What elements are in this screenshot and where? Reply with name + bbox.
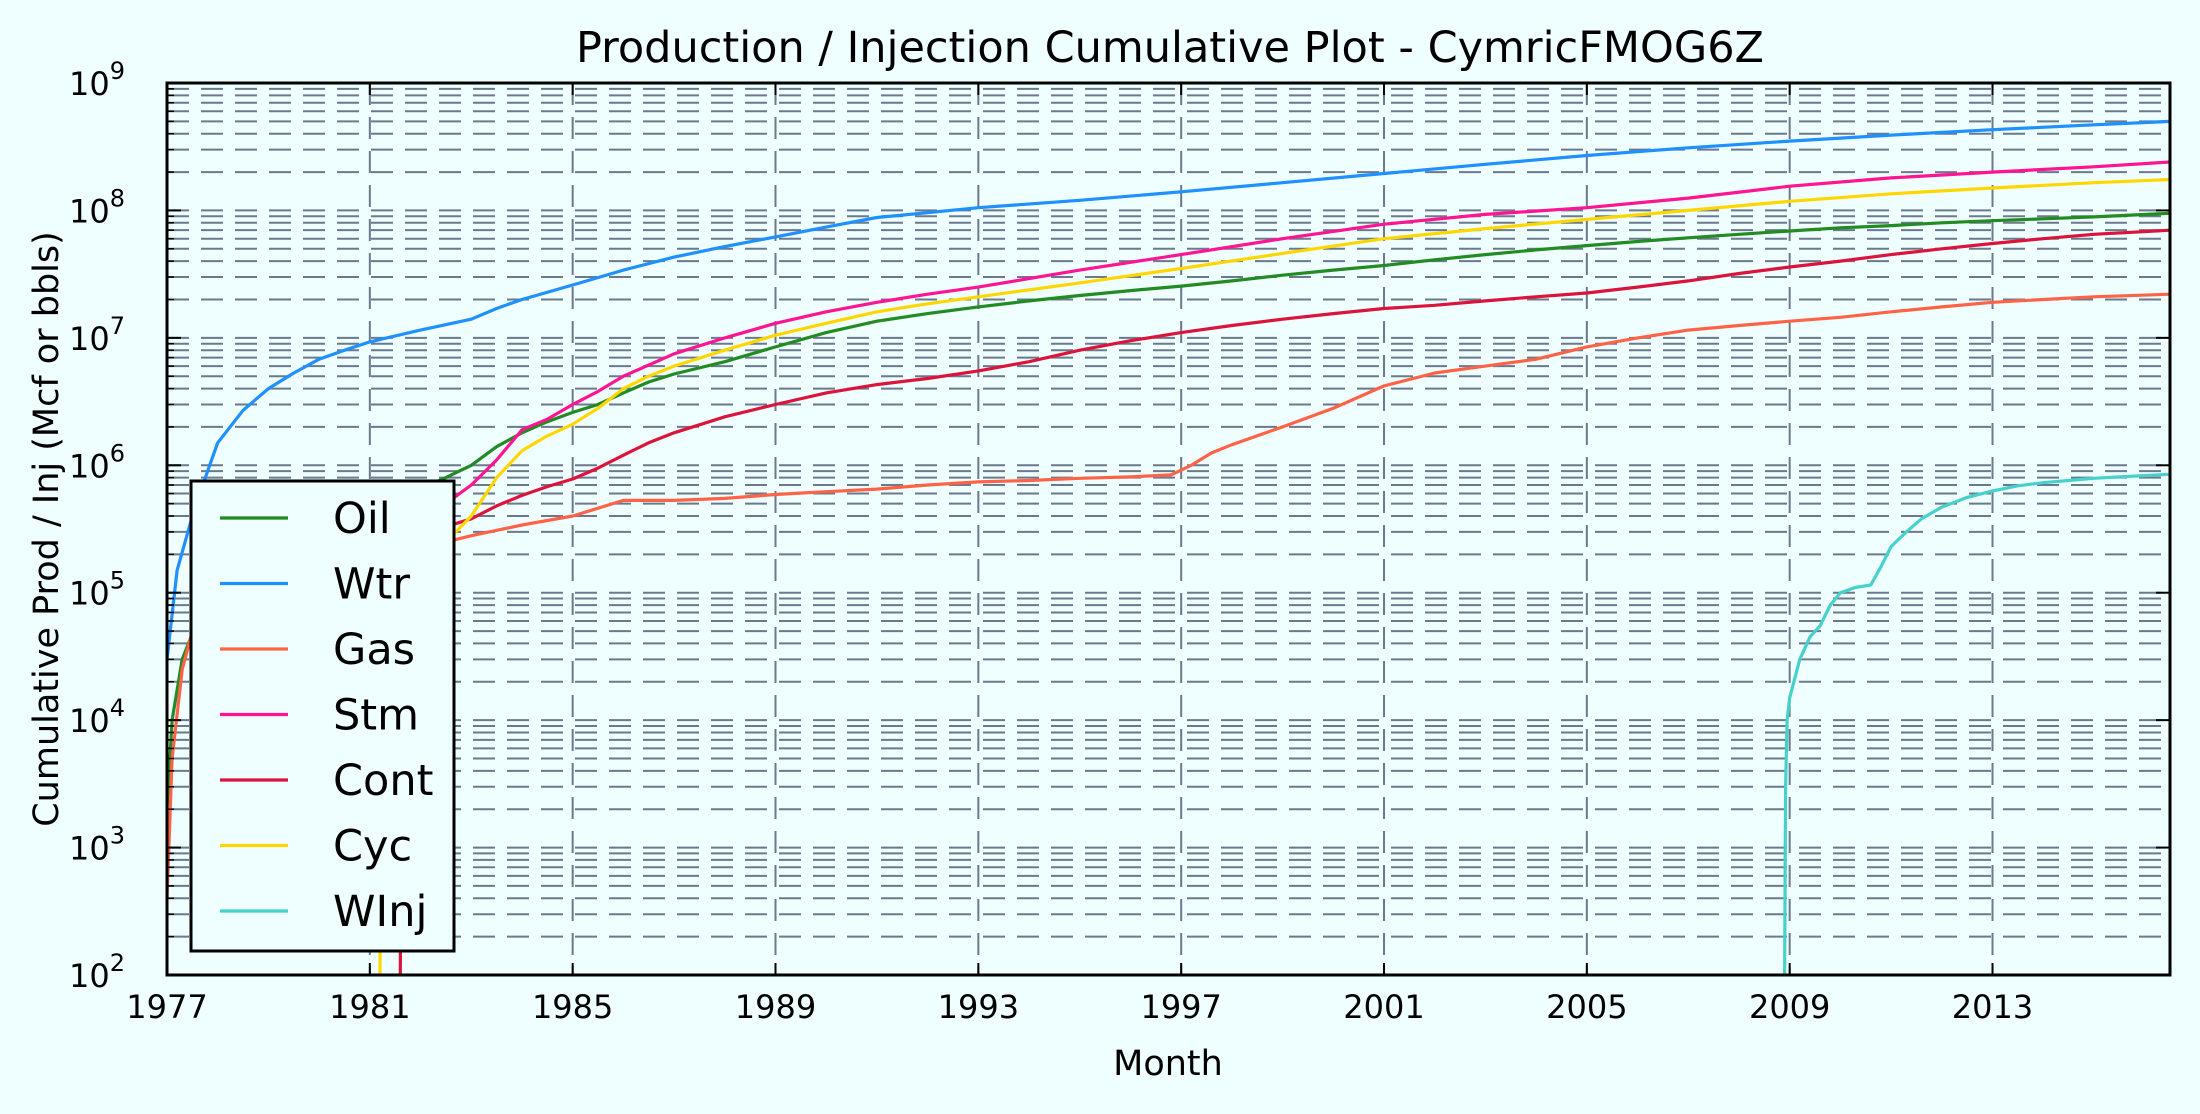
legend-label: Stm: [333, 691, 419, 741]
y-tick-base: 10: [69, 957, 110, 995]
grid-lines: [167, 83, 2170, 975]
x-tick-label: 1981: [329, 988, 410, 1026]
x-tick-label: 1985: [532, 988, 613, 1026]
x-tick-label: 1993: [938, 988, 1019, 1026]
chart-title: Production / Injection Cumulative Plot -…: [576, 23, 1764, 73]
y-tick-label: 109: [69, 57, 125, 103]
series-line-wtr: [167, 119, 2170, 660]
x-tick-label: 1997: [1140, 988, 1221, 1026]
x-tick-label: 2005: [1546, 988, 1627, 1026]
x-tick-label: 2013: [1952, 988, 2033, 1026]
legend-label: Cont: [333, 756, 433, 806]
y-tick-base: 10: [69, 65, 110, 103]
y-tick-label: 105: [69, 567, 125, 613]
y-tick-base: 10: [69, 447, 110, 485]
x-axis-label: Month: [1113, 1044, 1223, 1084]
x-tick-label: 2009: [1749, 988, 1830, 1026]
legend-item: Cyc: [220, 822, 412, 872]
y-tick-label: 106: [69, 439, 125, 485]
y-tick-exponent: 8: [110, 184, 125, 212]
legend-item: Wtr: [220, 560, 410, 610]
y-tick-label: 107: [69, 312, 125, 358]
y-tick-base: 10: [69, 702, 110, 740]
y-tick-exponent: 2: [110, 949, 125, 977]
legend-label: Gas: [333, 625, 415, 675]
y-tick-exponent: 3: [110, 822, 125, 850]
y-tick-exponent: 6: [110, 439, 125, 467]
y-tick-label: 108: [69, 184, 125, 230]
legend-label: Cyc: [333, 822, 412, 872]
series-line-stm: [369, 160, 2170, 534]
legend-item: WInj: [220, 887, 427, 937]
x-tick-label: 1977: [126, 988, 207, 1026]
legend-label: Wtr: [333, 560, 410, 610]
series-line-gas: [167, 292, 2170, 899]
y-tick-label: 104: [69, 694, 125, 740]
x-tick-label: 1989: [735, 988, 816, 1026]
axis-ticks: 1977 1981 1985 1989 1993 1997 2001 2005 2009 2013…: [69, 57, 2170, 1026]
series-line-winj: [1782, 472, 2170, 975]
legend-item: Stm: [220, 691, 419, 741]
plot-frame: [165, 81, 2172, 977]
y-tick-base: 10: [69, 192, 110, 230]
legend-label: Oil: [333, 494, 391, 544]
legend: Oil Wtr Gas Stm Cont Cyc WInj: [189, 479, 456, 953]
legend-label: WInj: [333, 887, 427, 937]
y-tick-exponent: 7: [110, 312, 125, 340]
y-tick-base: 10: [69, 575, 110, 613]
y-tick-label: 103: [69, 822, 125, 868]
y-tick-base: 10: [69, 320, 110, 358]
y-tick-base: 10: [69, 830, 110, 868]
series-line-cont: [398, 228, 2170, 975]
y-axis-label: Cumulative Prod / Inj (Mcf or bbls): [27, 231, 67, 827]
series-line-cyc: [378, 177, 2170, 975]
legend-item: Gas: [220, 625, 415, 675]
y-tick-exponent: 4: [110, 694, 125, 722]
legend-item: Oil: [220, 494, 391, 544]
y-tick-label: 102: [69, 949, 125, 995]
legend-item: Cont: [220, 756, 433, 806]
y-tick-exponent: 9: [110, 57, 125, 85]
y-tick-exponent: 5: [110, 567, 125, 595]
x-tick-label: 2001: [1343, 988, 1424, 1026]
